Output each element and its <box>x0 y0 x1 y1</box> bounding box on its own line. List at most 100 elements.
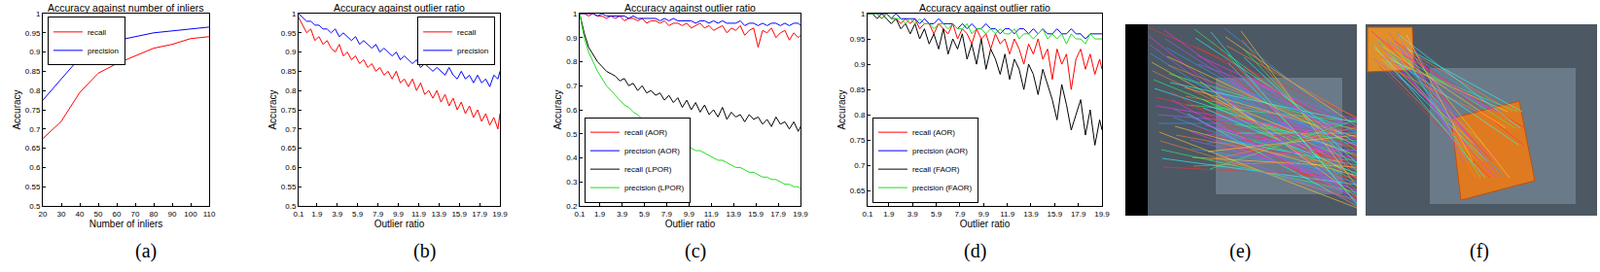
svg-text:70: 70 <box>131 210 141 219</box>
svg-text:11.9: 11.9 <box>704 210 720 219</box>
svg-text:11.9: 11.9 <box>999 210 1016 219</box>
svg-text:17.9: 17.9 <box>770 210 786 219</box>
svg-text:0.1: 0.1 <box>573 210 586 219</box>
svg-text:0.55: 0.55 <box>281 182 297 192</box>
svg-text:precision (AOR): precision (AOR) <box>912 146 968 156</box>
svg-text:precision (AOR): precision (AOR) <box>624 146 680 156</box>
svg-text:20: 20 <box>38 210 48 219</box>
svg-text:(b): (b) <box>413 240 436 263</box>
svg-text:1.9: 1.9 <box>594 210 606 219</box>
svg-text:0.8: 0.8 <box>853 110 866 120</box>
svg-text:precision (FAOR): precision (FAOR) <box>912 183 973 193</box>
svg-text:0.85: 0.85 <box>281 67 297 76</box>
svg-text:30: 30 <box>57 210 67 219</box>
svg-text:13.9: 13.9 <box>1023 210 1039 219</box>
svg-text:0.95: 0.95 <box>281 29 297 38</box>
svg-text:0.9: 0.9 <box>29 47 41 57</box>
svg-text:precision: precision <box>87 46 119 56</box>
svg-text:0.6: 0.6 <box>29 163 41 173</box>
svg-text:15.9: 15.9 <box>747 210 764 219</box>
svg-text:0.9: 0.9 <box>566 34 578 43</box>
svg-text:0.7: 0.7 <box>284 125 297 135</box>
svg-text:0.75: 0.75 <box>25 106 41 115</box>
svg-text:Accuracy: Accuracy <box>552 89 564 130</box>
svg-text:0.95: 0.95 <box>25 29 41 38</box>
svg-text:(f): (f) <box>1469 240 1490 263</box>
svg-text:Accuracy against number of inl: Accuracy against number of inliers <box>47 1 205 14</box>
svg-text:100: 100 <box>183 210 198 219</box>
svg-text:Outlier ratio: Outlier ratio <box>960 218 1011 230</box>
svg-text:15.9: 15.9 <box>451 210 467 219</box>
svg-text:17.9: 17.9 <box>471 210 488 219</box>
svg-text:3.9: 3.9 <box>616 210 629 219</box>
svg-text:1: 1 <box>291 9 297 19</box>
svg-text:Accuracy against outlier ratio: Accuracy against outlier ratio <box>333 1 465 14</box>
svg-text:recall (FAOR): recall (FAOR) <box>912 165 960 175</box>
svg-text:19.9: 19.9 <box>492 210 508 219</box>
svg-text:5.9: 5.9 <box>930 210 943 219</box>
svg-text:0.85: 0.85 <box>850 85 866 95</box>
svg-text:9.9: 9.9 <box>392 210 405 219</box>
svg-text:19.9: 19.9 <box>792 210 809 219</box>
svg-text:0.9: 0.9 <box>853 60 866 70</box>
svg-text:0.65: 0.65 <box>281 143 297 153</box>
svg-text:Outlier ratio: Outlier ratio <box>374 218 426 230</box>
svg-text:1.9: 1.9 <box>311 210 323 219</box>
svg-text:17.9: 17.9 <box>1070 210 1087 219</box>
svg-text:recall (AOR): recall (AOR) <box>624 128 668 138</box>
svg-text:0.7: 0.7 <box>566 81 578 91</box>
svg-text:13.9: 13.9 <box>430 210 447 219</box>
svg-text:7.9: 7.9 <box>372 210 385 219</box>
svg-text:0.65: 0.65 <box>850 186 866 196</box>
svg-text:15.9: 15.9 <box>1047 210 1064 219</box>
svg-text:0.7: 0.7 <box>29 125 41 135</box>
svg-text:1.9: 1.9 <box>883 210 895 219</box>
svg-text:Accuracy: Accuracy <box>11 89 23 130</box>
svg-text:50: 50 <box>94 210 104 219</box>
svg-text:9.9: 9.9 <box>683 210 696 219</box>
svg-text:(a): (a) <box>135 240 157 263</box>
svg-text:3.9: 3.9 <box>331 210 344 219</box>
svg-text:0.95: 0.95 <box>850 35 866 44</box>
svg-text:0.8: 0.8 <box>29 86 41 96</box>
svg-text:Outlier ratio: Outlier ratio <box>665 218 716 230</box>
svg-text:0.55: 0.55 <box>25 182 41 192</box>
svg-text:90: 90 <box>168 210 178 219</box>
svg-text:0.1: 0.1 <box>292 210 305 219</box>
svg-text:recall (AOR): recall (AOR) <box>912 128 956 138</box>
svg-text:0.1: 0.1 <box>861 210 874 219</box>
svg-text:Accuracy: Accuracy <box>267 89 279 130</box>
svg-text:0.85: 0.85 <box>25 67 41 76</box>
svg-text:60: 60 <box>112 210 122 219</box>
svg-text:0.6: 0.6 <box>566 106 578 115</box>
svg-text:0.75: 0.75 <box>850 136 866 145</box>
svg-text:0.6: 0.6 <box>284 163 297 173</box>
svg-text:0.9: 0.9 <box>284 47 297 57</box>
svg-text:11.9: 11.9 <box>411 210 427 219</box>
svg-text:80: 80 <box>149 210 159 219</box>
svg-text:0.5: 0.5 <box>566 130 578 140</box>
svg-text:0.3: 0.3 <box>566 177 578 187</box>
svg-text:recall: recall <box>457 28 476 37</box>
svg-text:(c): (c) <box>684 240 707 263</box>
svg-text:precision: precision <box>457 46 489 56</box>
svg-text:recall (LPOR): recall (LPOR) <box>624 165 673 175</box>
svg-text:0.8: 0.8 <box>566 57 578 67</box>
svg-text:Accuracy against outlier ratio: Accuracy against outlier ratio <box>919 1 1051 14</box>
svg-text:(d): (d) <box>963 240 987 263</box>
svg-text:recall: recall <box>87 28 107 37</box>
svg-text:13.9: 13.9 <box>725 210 742 219</box>
svg-text:1: 1 <box>35 9 41 19</box>
svg-text:Accuracy: Accuracy <box>836 89 848 130</box>
svg-text:0.8: 0.8 <box>284 86 297 96</box>
svg-text:0.5: 0.5 <box>284 202 297 212</box>
svg-text:precision (LPOR): precision (LPOR) <box>624 183 685 193</box>
svg-text:0.2: 0.2 <box>566 202 578 212</box>
svg-text:0.4: 0.4 <box>566 153 578 163</box>
svg-text:1: 1 <box>572 9 578 19</box>
svg-text:Number of inliers: Number of inliers <box>89 218 164 230</box>
svg-text:0.7: 0.7 <box>853 161 866 171</box>
svg-text:0.75: 0.75 <box>281 106 297 115</box>
svg-text:9.9: 9.9 <box>978 210 991 219</box>
svg-text:Accuracy against outlier ratio: Accuracy against outlier ratio <box>624 1 756 14</box>
